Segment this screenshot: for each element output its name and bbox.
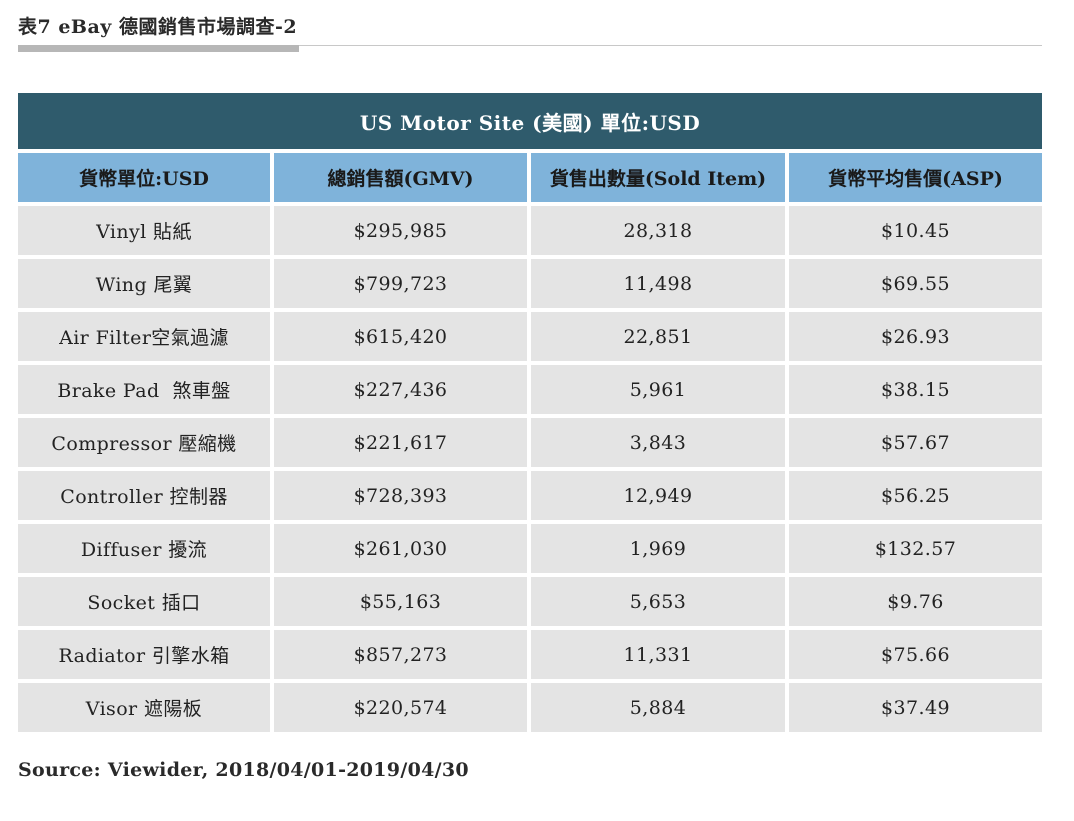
column-header-sold-items: 貨售出數量(Sold Item) — [531, 153, 785, 202]
row-1-gmv: $295,985 — [274, 206, 527, 255]
row-9-category: Radiator 引擎水箱 — [18, 630, 270, 679]
row-4-sold-items: 5,961 — [531, 365, 785, 414]
row-10-asp: $37.49 — [789, 683, 1042, 732]
row-9-asp: $75.66 — [789, 630, 1042, 679]
data-table: US Motor Site (美國) 單位:USD 貨幣單位:USD 總銷售額(… — [18, 93, 1042, 732]
row-7-sold-items: 1,969 — [531, 524, 785, 573]
row-5-gmv: $221,617 — [274, 418, 527, 467]
row-10-sold-items: 5,884 — [531, 683, 785, 732]
row-5-category: Compressor 壓縮機 — [18, 418, 270, 467]
row-5-asp: $57.67 — [789, 418, 1042, 467]
row-3-category: Air Filter空氣過濾 — [18, 312, 270, 361]
row-10-gmv: $220,574 — [274, 683, 527, 732]
row-7-gmv: $261,030 — [274, 524, 527, 573]
row-9-gmv: $857,273 — [274, 630, 527, 679]
row-8-sold-items: 5,653 — [531, 577, 785, 626]
row-10-category: Visor 遮陽板 — [18, 683, 270, 732]
column-header-gmv: 總銷售額(GMV) — [274, 153, 527, 202]
column-header-asp: 貨幣平均售價(ASP) — [789, 153, 1042, 202]
row-6-asp: $56.25 — [789, 471, 1042, 520]
row-1-asp: $10.45 — [789, 206, 1042, 255]
caption-divider — [18, 45, 1042, 46]
row-6-sold-items: 12,949 — [531, 471, 785, 520]
column-header-currency-unit: 貨幣單位:USD — [18, 153, 270, 202]
caption-underline-bar — [18, 45, 299, 52]
row-3-asp: $26.93 — [789, 312, 1042, 361]
row-8-asp: $9.76 — [789, 577, 1042, 626]
row-4-asp: $38.15 — [789, 365, 1042, 414]
row-6-category: Controller 控制器 — [18, 471, 270, 520]
row-7-asp: $132.57 — [789, 524, 1042, 573]
row-2-sold-items: 11,498 — [531, 259, 785, 308]
table-grid: 貨幣單位:USD 總銷售額(GMV) 貨售出數量(Sold Item) 貨幣平均… — [18, 153, 1042, 732]
row-1-category: Vinyl 貼紙 — [18, 206, 270, 255]
row-2-category: Wing 尾翼 — [18, 259, 270, 308]
row-4-category: Brake Pad 煞車盤 — [18, 365, 270, 414]
row-8-gmv: $55,163 — [274, 577, 527, 626]
row-9-sold-items: 11,331 — [531, 630, 785, 679]
row-6-gmv: $728,393 — [274, 471, 527, 520]
row-8-category: Socket 插口 — [18, 577, 270, 626]
row-7-category: Diffuser 擾流 — [18, 524, 270, 573]
row-2-gmv: $799,723 — [274, 259, 527, 308]
source-note: Source: Viewider, 2018/04/01-2019/04/30 — [18, 759, 469, 781]
table-caption: 表7 eBay 德國銷售市場調查-2 — [18, 16, 298, 38]
row-2-asp: $69.55 — [789, 259, 1042, 308]
row-5-sold-items: 3,843 — [531, 418, 785, 467]
row-1-sold-items: 28,318 — [531, 206, 785, 255]
table-banner: US Motor Site (美國) 單位:USD — [18, 93, 1042, 149]
row-4-gmv: $227,436 — [274, 365, 527, 414]
row-3-sold-items: 22,851 — [531, 312, 785, 361]
row-3-gmv: $615,420 — [274, 312, 527, 361]
